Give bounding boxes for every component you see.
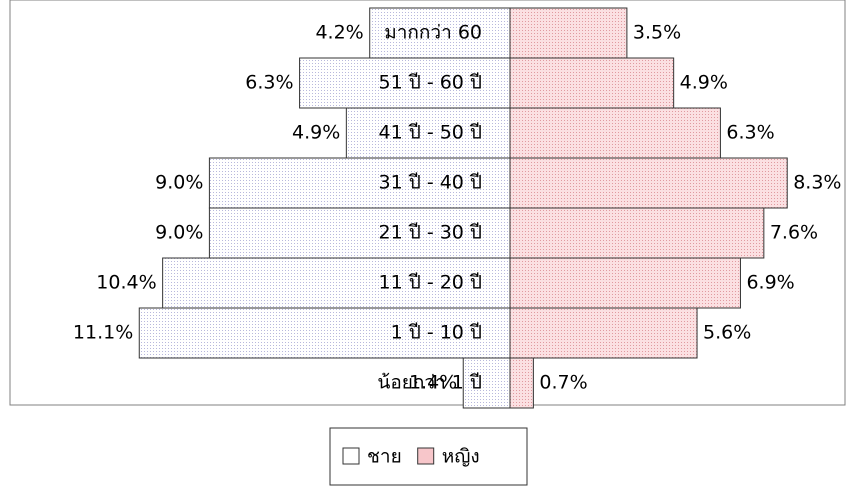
legend-label: หญิง	[442, 446, 480, 468]
bar	[510, 108, 720, 158]
category-label: 1 ปี - 10 ปี	[391, 322, 482, 344]
value-label: 3.5%	[633, 22, 681, 44]
category-label: มากกว่า 60	[384, 22, 482, 44]
bar	[510, 58, 674, 108]
chart: 4.2% 3.5% มากกว่า 60 6.3% 4.9% 51 ปี - 60 ปี 4…	[0, 0, 855, 495]
legend-swatch	[343, 448, 359, 464]
value-label: 8.3%	[793, 172, 841, 194]
legend-label: ชาย	[367, 446, 402, 468]
bar	[510, 358, 533, 408]
bar	[510, 308, 697, 358]
category-label: 21 ปี - 30 ปี	[379, 222, 483, 244]
value-label: 4.2%	[315, 22, 363, 44]
category-label: 41 ปี - 50 ปี	[379, 122, 483, 144]
value-label: 4.9%	[680, 72, 728, 94]
legend-swatch	[418, 448, 434, 464]
value-label: 6.9%	[746, 272, 794, 294]
value-label: 6.3%	[726, 122, 774, 144]
value-label: 6.3%	[245, 72, 293, 94]
category-label: 11 ปี - 20 ปี	[379, 272, 483, 294]
bar	[510, 258, 740, 308]
bar	[510, 158, 787, 208]
value-label: 9.0%	[155, 172, 203, 194]
value-label: 9.0%	[155, 222, 203, 244]
bar	[510, 208, 764, 258]
category-label: 51 ปี - 60 ปี	[379, 72, 483, 94]
category-label: 31 ปี - 40 ปี	[379, 172, 483, 194]
value-label: 4.9%	[292, 122, 340, 144]
value-label: 11.1%	[73, 322, 133, 344]
value-label: 10.4%	[96, 272, 156, 294]
category-label: น้อยกว่า 1 ปี	[377, 372, 482, 394]
value-label: 7.6%	[770, 222, 818, 244]
value-label: 5.6%	[703, 322, 751, 344]
value-label: 0.7%	[539, 372, 587, 394]
bar	[510, 8, 627, 58]
